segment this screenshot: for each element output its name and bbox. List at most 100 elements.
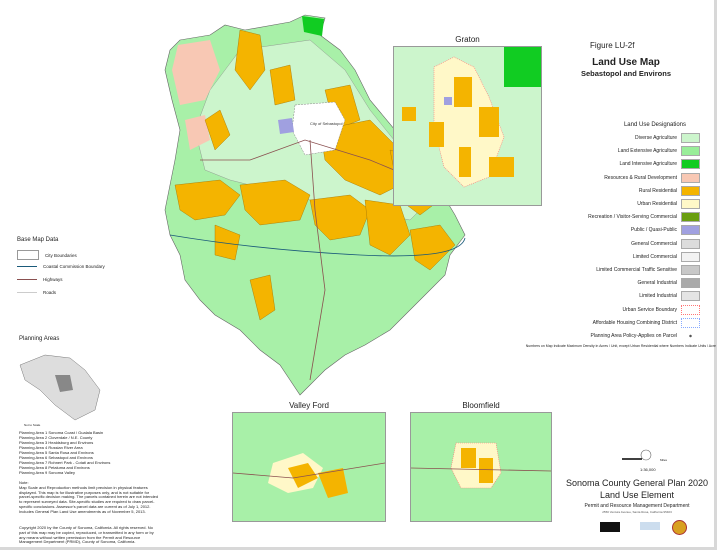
valley-ford-inset[interactable]: Valley Ford (232, 401, 386, 522)
legend-title: Land Use Designations (623, 122, 687, 128)
legend-item: Limited Commercial Traffic Sensitive (596, 265, 700, 275)
county-seal (672, 520, 687, 535)
bloomfield-title: Bloomfield (462, 401, 500, 410)
legend-item: Land Intensive Agriculture (619, 159, 700, 170)
planning-area-item: Planning Area 4 Russian River Area (19, 445, 83, 450)
legend-item: Planning Area Policy-Applies on Parcel (591, 331, 700, 341)
area-land-intensive (302, 16, 324, 36)
legend-label: Public / Quasi-Public (630, 227, 677, 234)
legend-label: Limited Commercial Traffic Sensitive (596, 267, 677, 273)
planning-areas-title: Planning Areas (19, 336, 60, 342)
planning-areas-map (19, 354, 101, 421)
planning-area-item: Planning Area 7 Rohnert Park - Cotati an… (19, 460, 111, 465)
department: Permit and Resource Management Departmen… (584, 503, 690, 509)
note-heading: Note: (19, 480, 29, 485)
not-to-scale-label: Not to Scale (24, 423, 41, 427)
area-resources (185, 115, 210, 150)
element-title: Land Use Element (599, 490, 675, 500)
base-label: Coastal Commission Boundary (43, 264, 105, 269)
legend-label: General Commercial (631, 240, 677, 247)
legend-item: General Industrial (637, 278, 700, 289)
legend-swatch (681, 304, 700, 315)
legend-label: Resources & Rural Development (604, 174, 677, 181)
legend-swatch (681, 159, 700, 170)
legend-swatch (681, 238, 700, 249)
legend-item: General Commercial (631, 238, 700, 249)
legend-item: Urban Service Boundary (622, 304, 700, 315)
planning-area-item: Planning Area 6 Sebastopol and Environs (19, 455, 93, 460)
legend-item: Rural Residential (639, 185, 700, 196)
legend-label: Land Intensive Agriculture (619, 161, 677, 168)
north-arrow-scale-bar (622, 449, 652, 461)
legend-swatch (681, 225, 700, 236)
figure-number: Figure LU-2f (590, 41, 635, 50)
legend-swatch (681, 278, 700, 289)
city-label: City of Sebastopol (310, 121, 343, 126)
legend-label: Land Extensive Agriculture (617, 148, 677, 155)
legend-swatch (681, 212, 700, 223)
gis-logo (640, 522, 660, 530)
valley-ford-map (232, 413, 386, 521)
base-highways: Highways (17, 277, 63, 282)
legend-swatch (681, 317, 700, 328)
area-resources (172, 40, 220, 105)
main-map[interactable]: City of Sebastopol (110, 10, 490, 410)
legend-swatch (681, 331, 700, 341)
legend-label: Urban Service Boundary (622, 306, 677, 313)
plan-title: Sonoma County General Plan 2020 (565, 478, 709, 488)
legend-swatch (681, 172, 700, 183)
base-label: Roads (43, 290, 57, 295)
legend-label: General Industrial (637, 280, 677, 287)
legend-item: Recreation / Visitor-Serving Commercial (588, 212, 700, 223)
legend-item: Public / Quasi-Public (630, 225, 700, 236)
copyright: Copyright 2020 by the County of Sonoma, … (19, 525, 154, 545)
legend-label: Planning Area Policy-Applies on Parcel (590, 333, 677, 339)
map-title: Land Use Map (592, 57, 660, 68)
legend-swatch (681, 146, 700, 157)
valley-ford-title: Valley Ford (289, 401, 329, 410)
graton-map (394, 47, 541, 205)
legend-label: Urban Residential (637, 201, 677, 207)
bloomfield-inset[interactable]: Bloomfield (410, 401, 552, 522)
graton-title: Graton (455, 35, 480, 44)
planning-area-item: Planning Area 5 Santa Rosa and Environs (19, 450, 94, 455)
graton-inset[interactable]: Graton (393, 35, 542, 206)
density-note: Numbers on Map Indicate Maximum Density … (525, 344, 716, 348)
county-logo (600, 522, 620, 532)
legend-item: Limited Commercial (632, 251, 700, 262)
legend-swatch (681, 251, 700, 262)
legend-swatch (681, 265, 700, 275)
legend-label: Recreation / Visitor-Serving Commercial (588, 214, 677, 221)
planning-area-item: Planning Area 2 Cloverdale / N.E. County (19, 435, 93, 440)
planning-area-item: Planning Area 8 Petaluma and Environs (19, 465, 90, 470)
legend-item: Diverse Agriculture (635, 133, 700, 143)
highway-line (309, 139, 326, 381)
legend-swatch (681, 133, 700, 143)
legend-label: Limited Industrial (639, 293, 677, 300)
legend-swatch (681, 199, 700, 209)
base-map-title: Base Map Data (17, 237, 59, 243)
bloomfield-map (410, 413, 552, 521)
coastal-boundary-line (169, 234, 466, 257)
map-note: Note: Map Scale and Reproduction methods … (19, 480, 159, 515)
legend-item: Urban Residential (637, 199, 700, 209)
scale-unit: Miles (660, 458, 668, 462)
legend-swatch (681, 291, 700, 302)
base-roads: Roads (17, 290, 56, 295)
planning-area-item: Planning Area 3 Healdsburg and Environs (19, 440, 94, 445)
planning-area-item: Planning Area 9 Sonoma Valley (19, 470, 75, 475)
map-subtitle: Sebastopol and Environs (580, 69, 671, 78)
address: 2550 Ventura Avenue, Santa Rosa, Califor… (602, 510, 672, 514)
legend-item: Resources & Rural Development (604, 172, 700, 183)
note-text: Map Scale and Reproduction methods limit… (19, 484, 159, 514)
legend-item: Limited Industrial (639, 291, 700, 302)
legend-label: Limited Commercial (632, 253, 677, 260)
highway-line (200, 139, 431, 186)
base-coastal: Coastal Commission Boundary (17, 264, 105, 269)
base-city: City Boundaries (17, 250, 77, 260)
legend-item: Affordable Housing Combining District (593, 317, 700, 328)
planning-area-item: Planning Area 1 Sonoma Coast / Gualala B… (19, 430, 104, 435)
base-label: Highways (43, 277, 63, 282)
base-label: City Boundaries (45, 252, 77, 258)
